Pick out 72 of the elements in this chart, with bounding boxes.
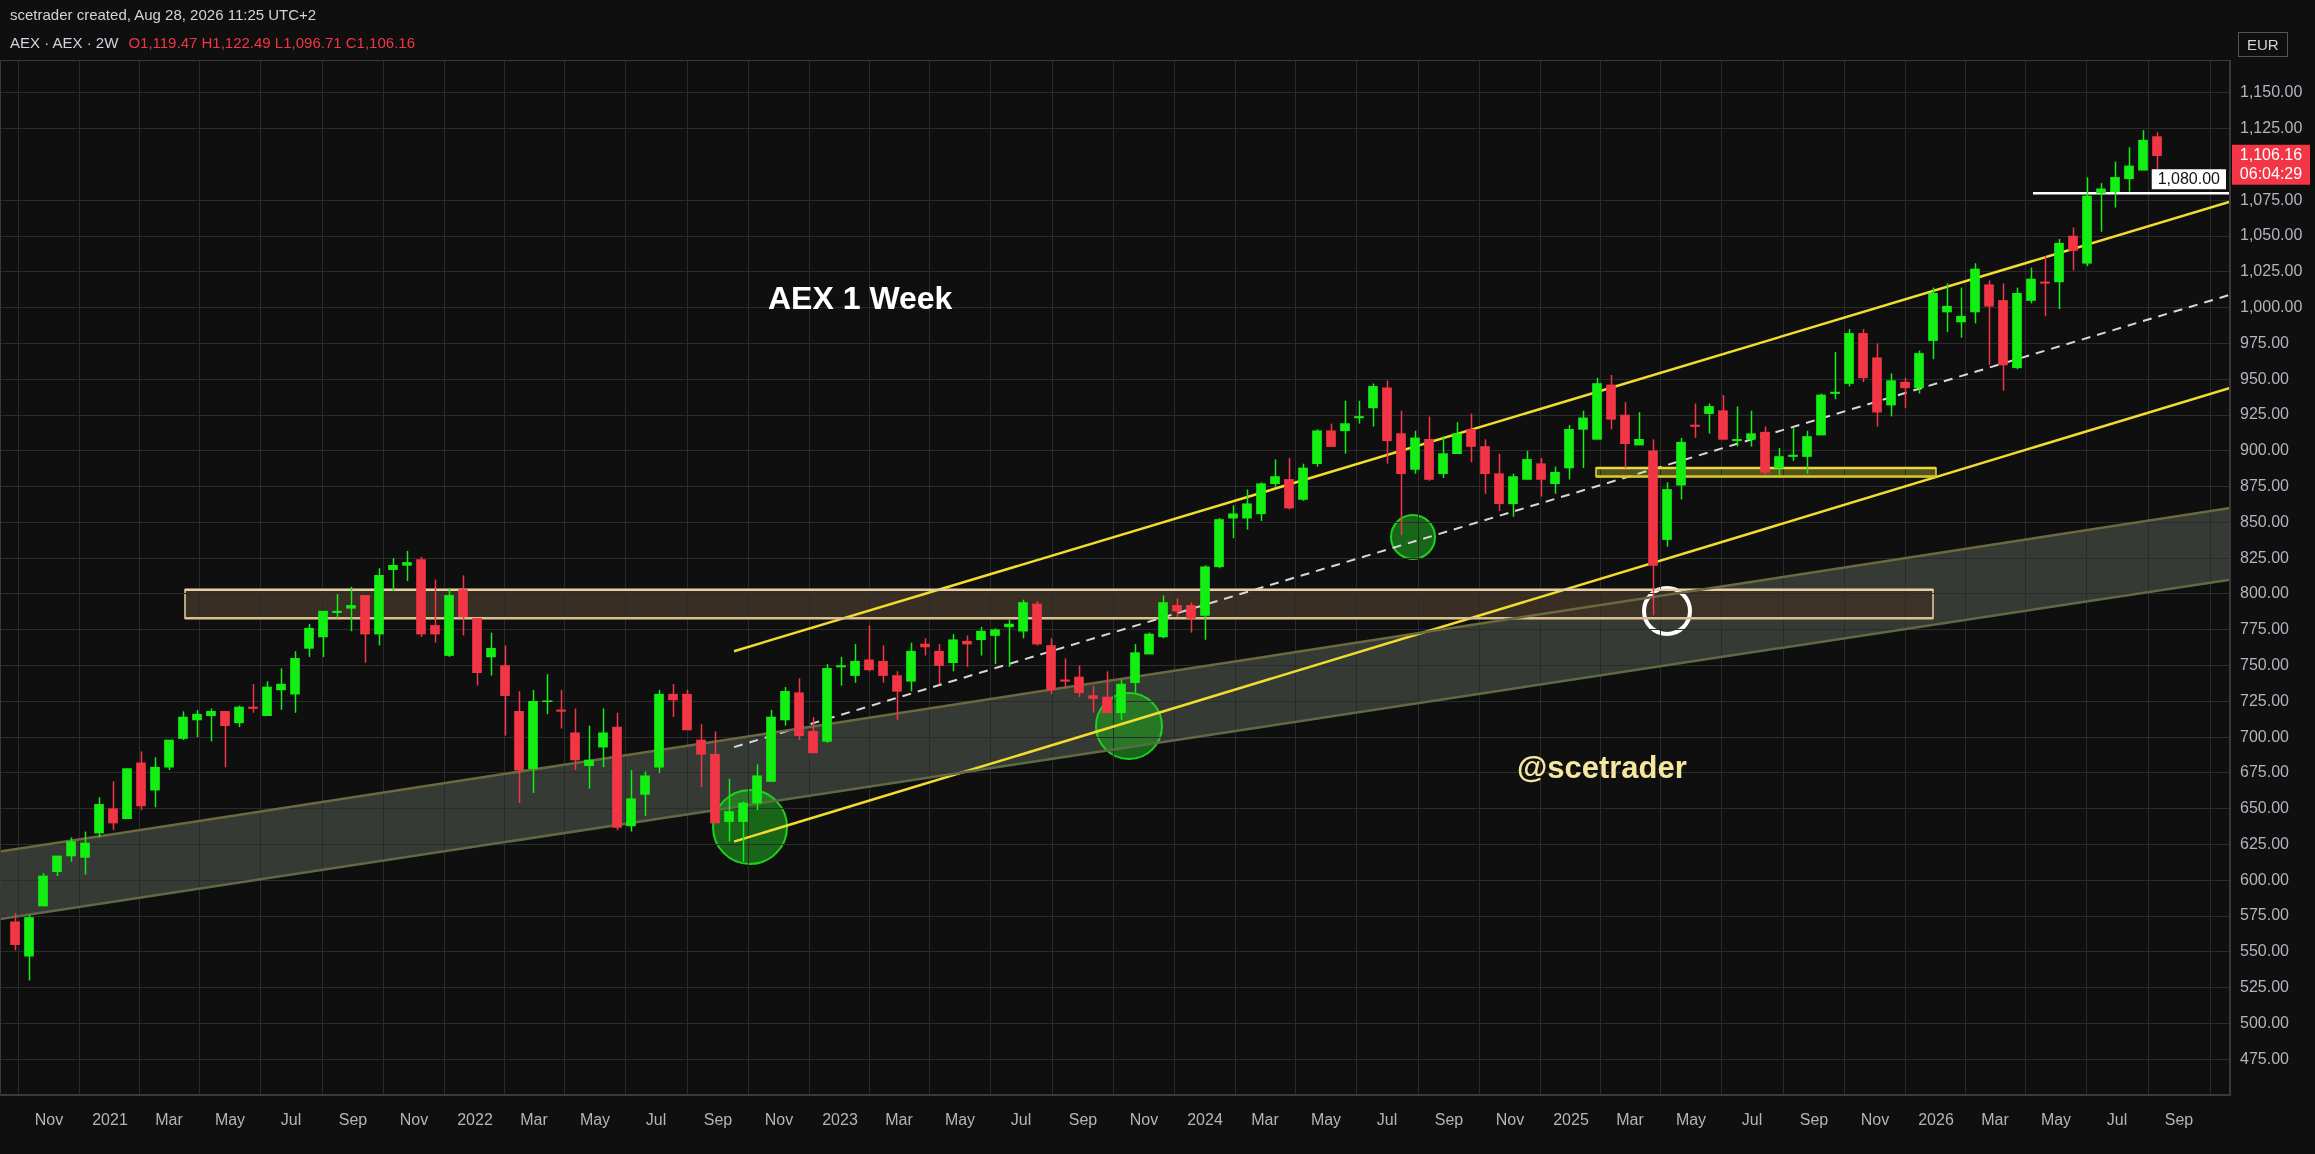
x-tick-label: May — [214, 1111, 246, 1129]
x-tick-label: 2021 — [92, 1111, 128, 1129]
x-tick-label: Mar — [155, 1111, 184, 1129]
y-tick-label: 800.00 — [2240, 584, 2290, 602]
x-tick-label: Sep — [1799, 1111, 1829, 1129]
x-tick-label: Nov — [1129, 1111, 1159, 1129]
y-tick-label: 775.00 — [2240, 620, 2290, 638]
text: EUR — [2238, 32, 2288, 57]
y-tick-label: 600.00 — [2240, 870, 2290, 888]
text: 1,106.16 — [2239, 146, 2303, 164]
x-tick-label: Sep — [338, 1111, 368, 1129]
y-tick-label: 1,075.00 — [2240, 190, 2303, 208]
annotation: AEX 1 Week — [768, 280, 953, 317]
y-tick-label: 1,150.00 — [2240, 83, 2303, 101]
x-tick-label: 2022 — [457, 1111, 493, 1129]
annotation: @scetrader — [1517, 750, 1687, 786]
y-tick-label: 925.00 — [2240, 405, 2290, 423]
y-tick-label: 1,000.00 — [2240, 298, 2303, 316]
text: 06:04:29 — [2239, 165, 2303, 183]
y-tick-label: 475.00 — [2240, 1049, 2290, 1067]
x-tick-label: Sep — [1068, 1111, 1098, 1129]
x-tick-label: Jul — [1010, 1111, 1032, 1129]
y-tick-label: 525.00 — [2240, 978, 2290, 996]
y-tick-label: 900.00 — [2240, 441, 2290, 459]
chart-title: AEX · AEX · 2W — [10, 34, 119, 51]
x-tick-label: May — [2040, 1111, 2072, 1129]
annotation: 1,080.00 — [2157, 169, 2221, 187]
x-tick-label: Jul — [1741, 1111, 1763, 1129]
x-tick-label: Nov — [34, 1111, 64, 1129]
y-tick-label: 975.00 — [2240, 333, 2290, 351]
y-tick-label: 750.00 — [2240, 655, 2290, 673]
x-tick-label: Jul — [645, 1111, 667, 1129]
x-tick-label: Sep — [1434, 1111, 1464, 1129]
x-tick-label: Jul — [1376, 1111, 1398, 1129]
x-tick-label: Mar — [1981, 1111, 2010, 1129]
x-tick-label: May — [1310, 1111, 1342, 1129]
y-tick-label: 550.00 — [2240, 942, 2290, 960]
x-tick-label: Jul — [280, 1111, 302, 1129]
x-tick-label: 2024 — [1187, 1111, 1223, 1129]
x-tick-label: Nov — [1495, 1111, 1525, 1129]
x-tick-label: Nov — [764, 1111, 794, 1129]
x-tick-label: May — [1675, 1111, 1707, 1129]
x-tick-label: Mar — [1616, 1111, 1645, 1129]
y-tick-label: 875.00 — [2240, 477, 2290, 494]
x-tick-label: Nov — [1860, 1111, 1890, 1129]
y-tick-label: 950.00 — [2240, 369, 2290, 387]
y-tick-label: 700.00 — [2240, 727, 2290, 745]
x-tick-label: 2025 — [1553, 1111, 1589, 1129]
y-tick-label: 1,025.00 — [2240, 262, 2303, 280]
x-tick-label: Sep — [2164, 1111, 2194, 1129]
y-tick-label: 500.00 — [2240, 1013, 2290, 1031]
x-tick-label: Sep — [703, 1111, 733, 1129]
y-tick-label: 650.00 — [2240, 799, 2290, 817]
y-tick-label: 1,050.00 — [2240, 226, 2303, 244]
x-tick-label: Mar — [885, 1111, 914, 1129]
x-tick-label: Mar — [1251, 1111, 1280, 1129]
x-tick-label: Mar — [520, 1111, 549, 1129]
y-tick-label: 675.00 — [2240, 763, 2290, 781]
y-tick-label: 850.00 — [2240, 512, 2290, 530]
y-tick-label: 725.00 — [2240, 691, 2290, 709]
y-tick-label: 625.00 — [2240, 834, 2290, 852]
y-tick-label: 1,125.00 — [2240, 119, 2303, 137]
chart-subtitle: O1,119.47 H1,122.49 L1,096.71 C1,106.16 — [128, 34, 415, 51]
text: scetrader created, Aug 28, 2026 11:25 UTC+2 — [10, 6, 317, 23]
x-tick-label: 2023 — [822, 1111, 858, 1129]
x-tick-label: May — [579, 1111, 611, 1129]
x-tick-label: Jul — [2106, 1111, 2128, 1129]
y-tick-label: 825.00 — [2240, 548, 2290, 566]
x-tick-label: Nov — [399, 1111, 429, 1129]
x-tick-label: 2026 — [1918, 1111, 1954, 1129]
y-tick-label: 575.00 — [2240, 906, 2290, 924]
x-tick-label: May — [944, 1111, 976, 1129]
